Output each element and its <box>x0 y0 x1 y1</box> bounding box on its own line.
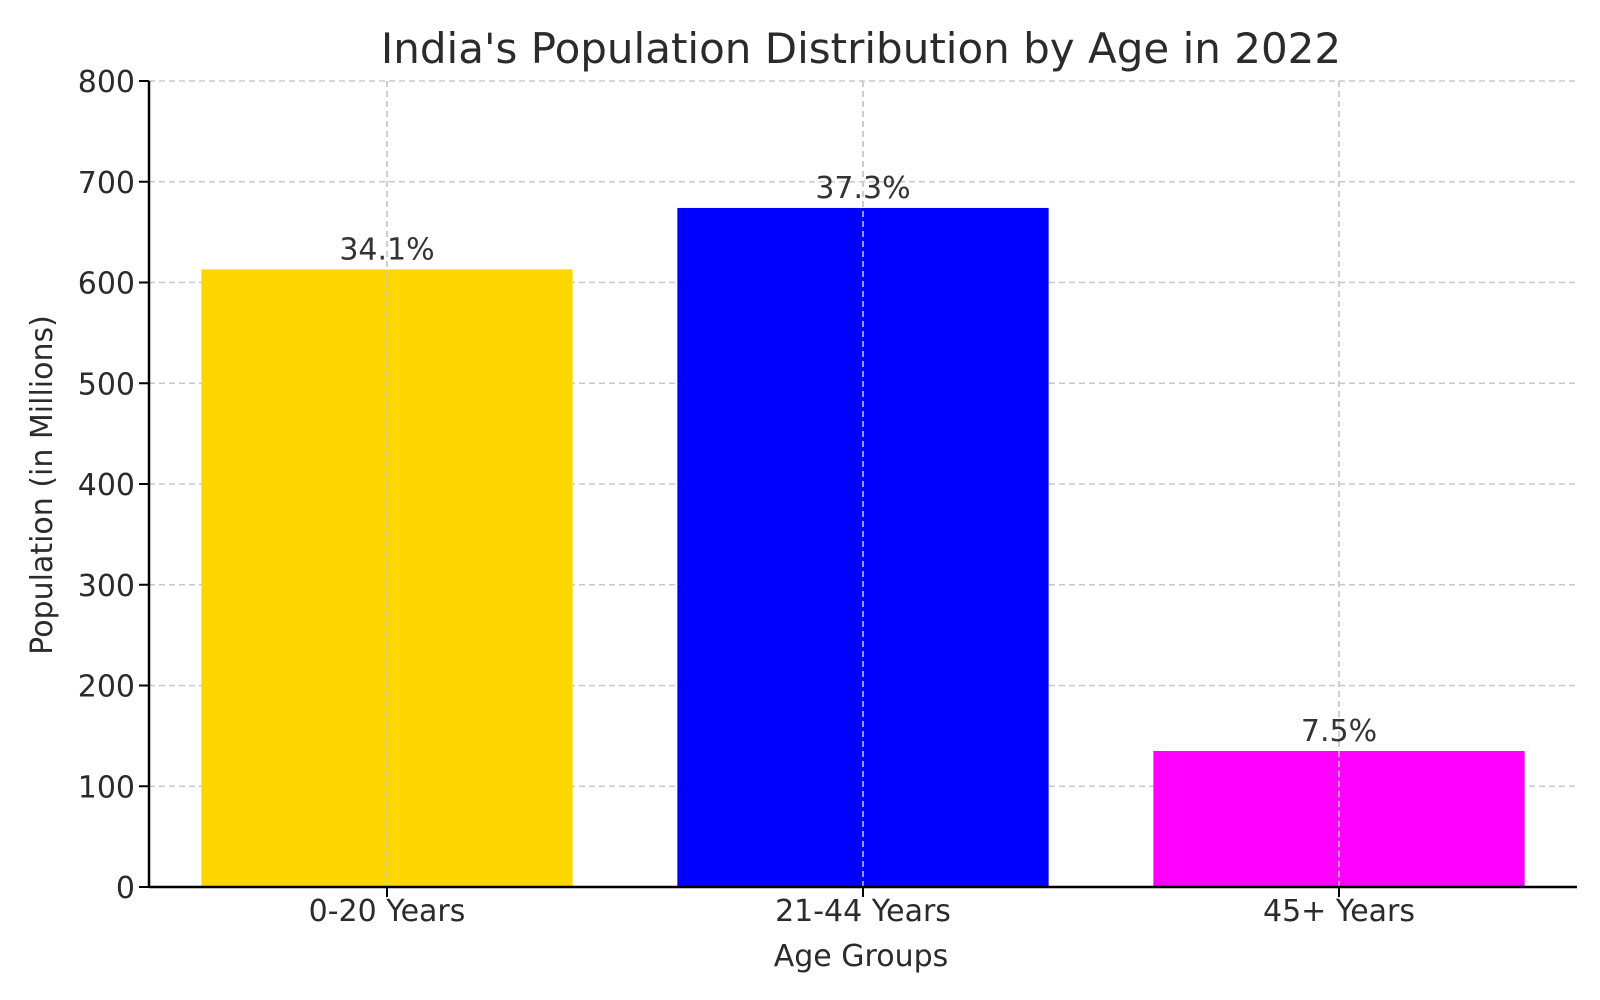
x-tick-label: 45+ Years <box>1263 894 1415 929</box>
data-label: 34.1% <box>339 232 434 267</box>
bars <box>201 81 1525 888</box>
data-labels: 34.1% 37.3% 7.5% <box>339 171 1377 749</box>
y-tick-label: 500 <box>78 367 135 402</box>
y-tick-label: 400 <box>78 468 135 503</box>
data-label: 7.5% <box>1301 714 1377 749</box>
data-label: 37.3% <box>815 171 910 206</box>
tick-labels: 0 100 200 300 400 500 600 700 800 0-20 Years 21-44… <box>78 65 1415 929</box>
y-tick-label: 200 <box>78 670 135 705</box>
y-axis-label: Population (in Millions) <box>25 315 60 655</box>
y-tick-label: 100 <box>78 770 135 805</box>
y-tick-label: 0 <box>116 871 135 906</box>
x-axis-label: Age Groups <box>774 939 949 974</box>
x-tick-label: 0-20 Years <box>309 894 466 929</box>
axes <box>139 80 1577 897</box>
y-tick-label: 700 <box>78 166 135 201</box>
chart-title: India's Population Distribution by Age i… <box>381 24 1341 73</box>
y-tick-label: 600 <box>78 267 135 302</box>
y-tick-label: 300 <box>78 569 135 604</box>
x-tick-label: 21-44 Years <box>775 894 951 929</box>
y-tick-label: 800 <box>78 65 135 100</box>
